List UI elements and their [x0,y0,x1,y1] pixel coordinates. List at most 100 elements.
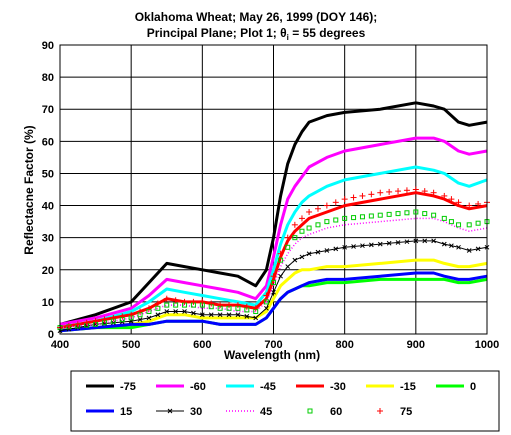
data-point [441,241,447,247]
data-point [172,297,179,304]
data-point [155,312,161,318]
legend-item-15: 15 [86,406,132,418]
series--45 [59,165,488,330]
data-point [271,280,276,286]
data-point [315,222,321,228]
data-point [455,199,462,206]
data-point [234,302,241,309]
data-point [377,241,383,247]
data-point [154,300,161,307]
data-point [173,309,178,314]
data-point [342,215,348,221]
data-point [164,309,170,314]
legend-item--15: -15 [366,381,416,393]
data-point [456,222,462,228]
legend-item-75: 75 [377,406,412,418]
data-point [386,240,392,246]
data-point [270,273,277,280]
legend-item--75: -75 [86,381,136,393]
legend-label: 0 [470,381,476,393]
x-tick-label: 700 [264,339,282,351]
data-point [466,222,472,228]
data-point [226,312,232,318]
plot-frame [59,44,488,335]
data-point [359,192,366,199]
data-point [299,254,305,260]
x-tick-labels: 400 500 600 700 800 900 1000 [51,339,499,351]
data-point [277,250,284,257]
x-tick-label: 800 [335,339,353,351]
data-point [431,212,437,218]
data-point [243,303,250,310]
series-line [59,165,488,330]
data-point [412,186,419,193]
legend-item--60: -60 [156,381,206,393]
data-point [284,234,291,241]
data-point [359,214,365,220]
data-point [285,244,291,250]
data-point [110,314,117,321]
data-point [332,199,339,206]
data-point [199,312,205,318]
series-60 [57,209,490,331]
data-point [377,189,384,196]
legend-marker [307,408,313,414]
data-point [324,248,330,253]
data-point [92,318,99,325]
data-point [456,244,461,250]
series--60 [59,136,488,326]
series-line [59,240,488,332]
x-axis-label: Wavelength (nm) [224,348,320,362]
legend-label: -15 [400,381,416,393]
data-point [386,188,393,195]
data-point [208,312,214,318]
data-point [350,194,357,201]
data-point [292,235,298,241]
legend-marker [167,408,173,414]
legend: -75 -60 -45 -30 -15 0 15 30 45 60 75 [86,381,476,418]
series-line [59,101,488,326]
data-point [217,312,223,318]
series-75 [57,186,490,331]
data-point [422,211,428,217]
y-axis-label: Reflectacne Factor (%) [22,125,36,254]
legend-item-60: 60 [307,406,342,418]
data-point [306,208,313,215]
y-tick-label: 0 [48,329,54,341]
series--75 [59,101,488,326]
data-point [101,316,108,323]
legend-box [70,370,500,432]
data-point [292,257,298,263]
data-point [441,215,447,221]
legend-item--30: -30 [296,381,346,393]
data-point [271,289,276,295]
y-tick-label: 70 [42,104,54,116]
data-point [306,251,312,257]
data-point [285,264,291,269]
y-tick-label: 60 [42,136,54,148]
data-point [448,219,454,225]
y-tick-label: 20 [42,265,54,277]
data-point [422,238,428,244]
data-point [404,239,410,245]
data-point [448,196,455,203]
series-15 [59,271,488,333]
legend-label: 15 [120,406,132,418]
theta-symbol: θ [280,26,287,40]
data-point [368,191,375,198]
data-point [475,246,481,252]
theta-subscript: i [287,33,289,42]
chart-title-line2: Principal Plane; Plot 1; θi = 55 degrees [147,26,366,42]
legend-item-0: 0 [436,381,476,393]
data-point [430,189,437,196]
data-point [441,192,448,199]
data-point [323,202,330,209]
data-point [163,295,170,302]
legend-label: -60 [190,381,206,393]
data-point [137,308,144,315]
data-point [360,243,365,249]
data-point [395,240,401,245]
series-line [59,191,488,330]
data-point [298,215,305,222]
